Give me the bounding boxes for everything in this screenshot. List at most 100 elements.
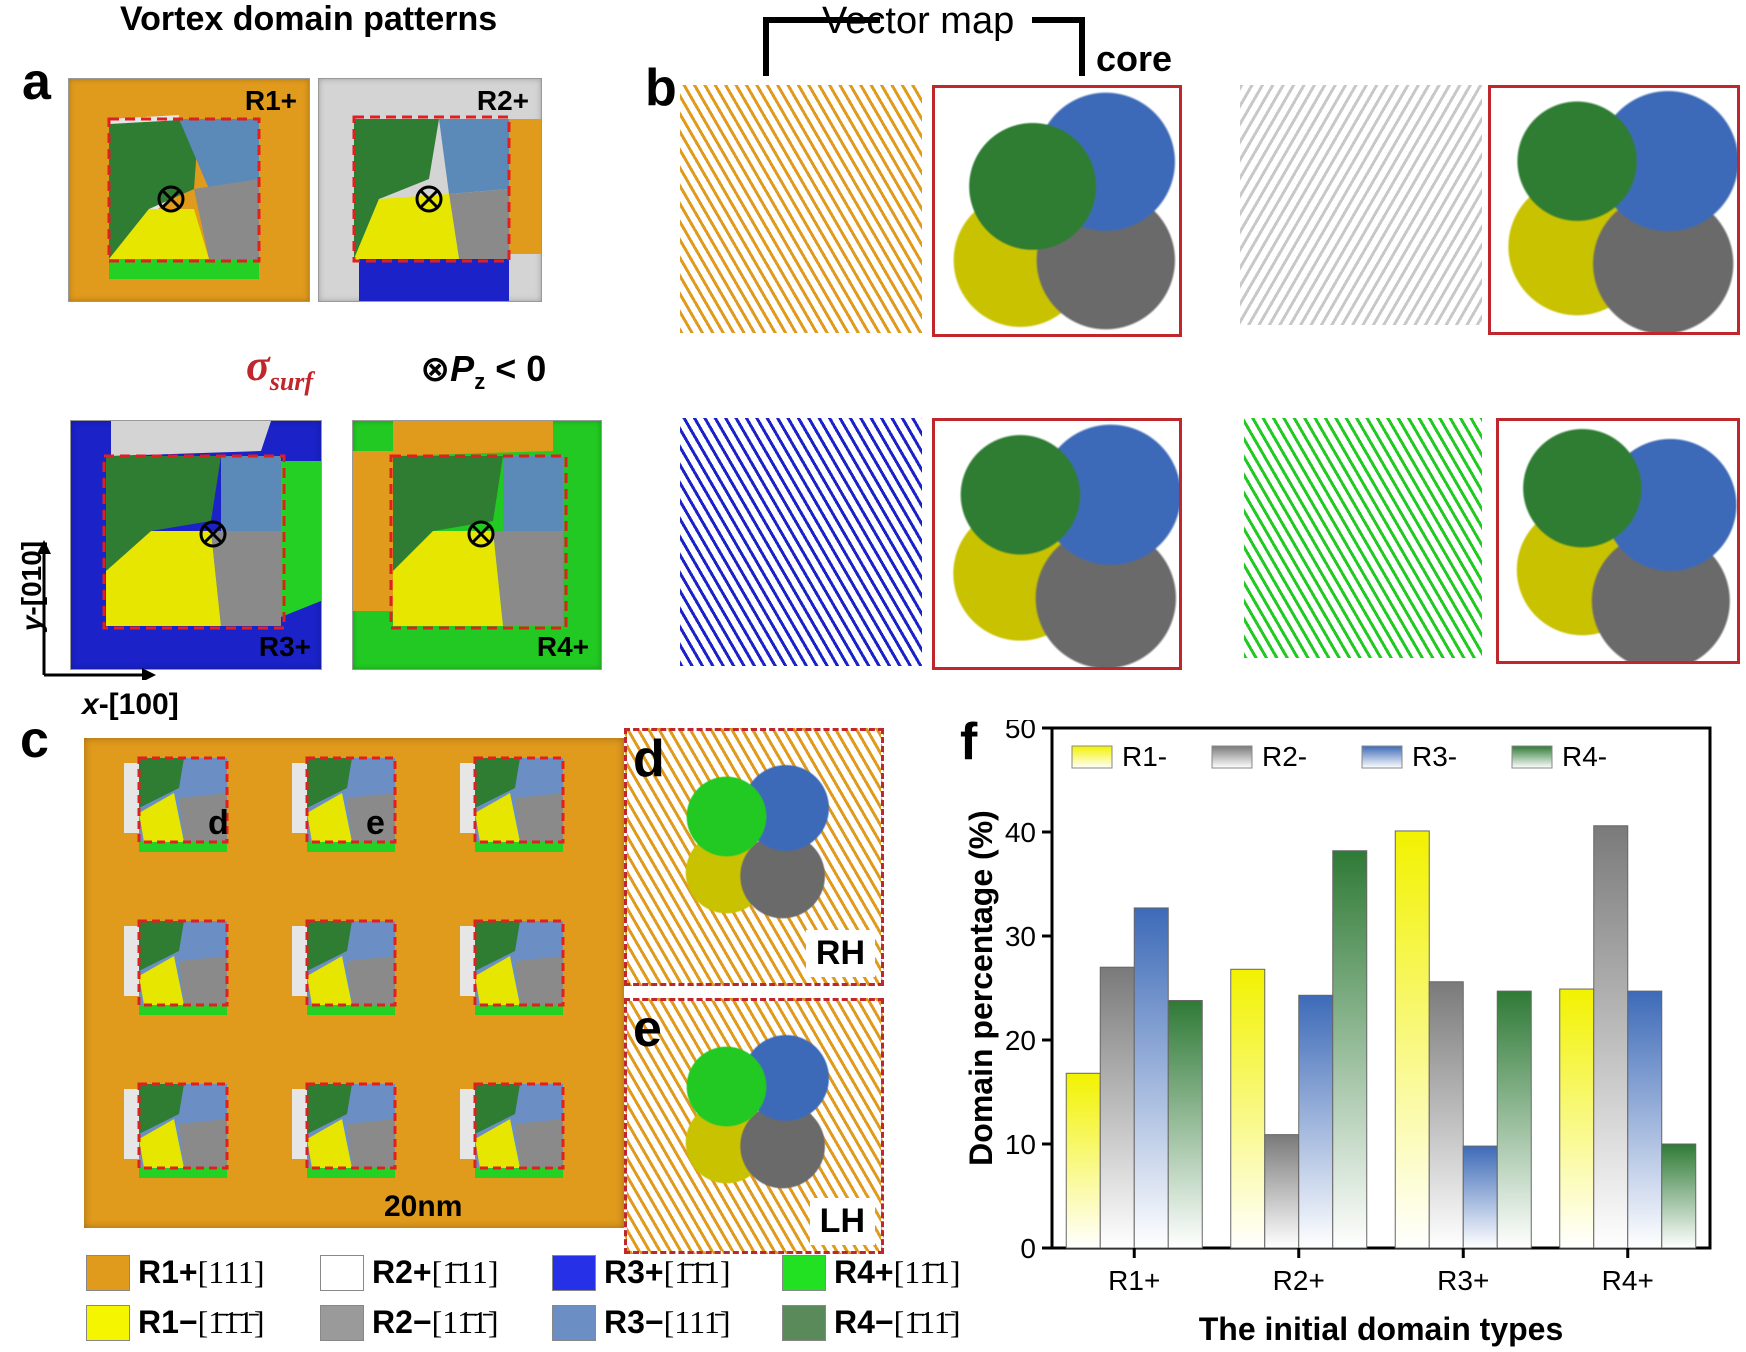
pz-label: ⊗Pz < 0 [420,348,547,395]
legend-text: R2+[1̄11] [372,1254,499,1290]
axis-x-label: x-[100] [82,688,179,721]
panel-f-letter: f [960,713,978,771]
y-axis-title: Domain percentage (%) [963,810,999,1166]
tile-r2: R2+ [318,78,542,302]
legend-item-r3minus: R3−[111̄] [552,1304,731,1341]
bar-r4--r2plus [1332,850,1368,1249]
r4-domain-drawing [353,421,568,630]
vector-core-r1 [932,85,1182,337]
legend-text: R4−[1̄11̄] [834,1304,961,1340]
legend-text: R2−[11̄1̄] [372,1304,499,1340]
x-tick-label: R2+ [1273,1265,1325,1296]
panel-e-letter: e [633,1000,662,1058]
r2-domain-drawing [352,115,541,301]
y-tick-label: 50 [1005,720,1036,744]
axis-arrows [37,540,156,680]
legend-item-r2plus: R2+[1̄11] [320,1254,499,1291]
legend-text: R3−[111̄] [604,1304,731,1340]
tile-r3-label: R3+ [258,631,311,662]
bar-r1--r3plus [1394,830,1430,1249]
domain-percentage-chart: 0 10 20 30 40 50 R1+ R2+ R3+ R4+ R1- R2- R3- R4- The i… [963,720,1712,1347]
bar-r2--r4plus [1593,825,1629,1249]
vector-core-r3 [932,418,1182,670]
panel-a-letter: a [22,53,51,111]
panel-e-label: LH [809,1198,875,1245]
bar-r4--r4plus [1661,1143,1697,1249]
tile-r3: R3+ [70,420,322,670]
axis-y-label: y-[010] [16,540,47,632]
legend-text: R3+[1̄1̄1] [604,1254,731,1290]
legend-item-r2minus: R2−[11̄1̄] [320,1304,499,1341]
legend-item-r4plus: R4+[11̄1] [782,1254,961,1291]
bar-r4--r3plus [1496,990,1532,1249]
legend-item-r3plus: R3+[1̄1̄1] [552,1254,731,1291]
tile-r1: R1+ [68,78,310,302]
y-tick-label: 20 [1005,1025,1036,1056]
vector-map-bracket [763,17,1085,76]
vector-core-r2 [1488,85,1740,335]
chart-frame [1050,726,1712,1250]
legend-swatch [552,1254,596,1291]
legend-item-r4minus: R4−[1̄11̄] [782,1304,961,1341]
bar-r3--r2plus [1298,994,1334,1249]
legend-swatch-r1- [1071,745,1113,769]
legend-text: R1+[111] [138,1254,265,1290]
y-tick-label: 30 [1005,921,1036,952]
vector-field-r2 [1240,85,1482,325]
panel-d: d RH [624,728,884,986]
panel-c-letter: c [20,711,49,769]
r1-domain-drawing [107,115,261,279]
panel-d-vortex [667,757,837,927]
legend-item-r1plus: R1+[111] [86,1254,265,1291]
legend-swatch-r4- [1511,745,1553,769]
legend-swatch [782,1254,826,1291]
y-tick-label: 40 [1005,817,1036,848]
panel-a-title: Vortex domain patterns [120,0,498,38]
legend-swatch [782,1304,826,1341]
bar-r3--r4plus [1627,990,1663,1249]
panel-c-array: d e 20nm [84,738,624,1228]
scale-label: 20nm [384,1190,463,1223]
panel-e-vortex [667,1027,837,1197]
bar-r1--r1plus [1065,1072,1101,1249]
legend-swatch [552,1304,596,1341]
tile-r4: R4+ [352,420,602,670]
legend-swatch [86,1254,130,1291]
legend-text: R1−[1̄1̄1̄] [138,1304,265,1340]
legend-swatch [320,1304,364,1341]
bar-r1--r2plus [1230,968,1266,1249]
panel-e: e LH [624,998,884,1254]
y-tick-label: 0 [1020,1233,1036,1264]
panel-d-letter: d [633,730,665,788]
legend-swatch [320,1254,364,1291]
legend-text: R4+[11̄1] [834,1254,961,1290]
y-tick-label: 10 [1005,1129,1036,1160]
tile-r4-label: R4+ [536,631,589,662]
x-tick-label: R4+ [1602,1265,1654,1296]
tile-r2-label: R2+ [476,85,529,116]
vector-core-r4 [1496,418,1740,664]
x-tick-label: R1+ [1108,1265,1160,1296]
tile-r1-label: R1+ [244,85,297,116]
sigma-surf-label: σsurf [246,341,314,396]
bar-r3--r1plus [1133,907,1169,1249]
x-tick-label: R3+ [1437,1265,1489,1296]
vector-field-r1 [680,85,922,333]
legend-label-r2-: R2- [1262,741,1307,772]
legend-label-r4-: R4- [1562,741,1607,772]
legend-label-r3-: R3- [1412,741,1457,772]
r3-domain-drawing [102,421,321,630]
array-drawing [122,756,565,1180]
bar-r2--r3plus [1428,981,1464,1249]
bar-r1--r4plus [1559,988,1595,1249]
vector-field-r4 [1244,418,1482,658]
x-axis-title: The initial domain types [1199,1311,1564,1347]
bar-r2--r2plus [1264,1134,1300,1249]
panel-d-label: RH [805,930,875,977]
bar-r2--r1plus [1099,966,1135,1249]
c-marker-e: e [366,804,385,842]
legend-label-r1-: R1- [1122,741,1167,772]
core-label: core [1096,38,1173,79]
panel-b-letter: b [645,59,677,117]
legend-swatch [86,1304,130,1341]
